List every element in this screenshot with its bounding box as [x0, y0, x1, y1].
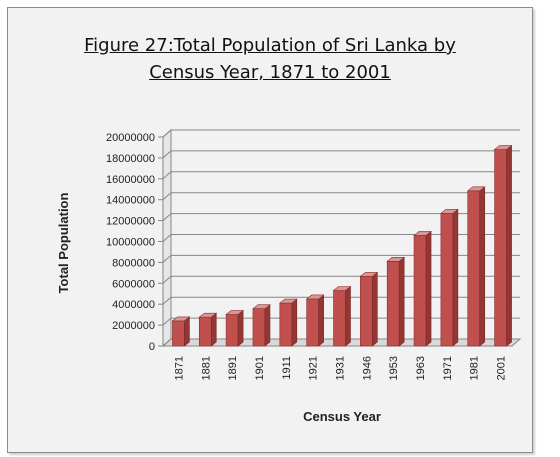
y-tick-label: 16000000: [106, 174, 155, 186]
chart-title-line-1: Figure 27:Total Population of Sri Lanka …: [84, 35, 456, 56]
bar-side: [372, 271, 378, 347]
x-axis-label: Census Year: [303, 409, 381, 424]
bar-top: [278, 298, 298, 304]
bar-side: [184, 316, 190, 347]
x-tick-label: 1953: [388, 356, 400, 380]
bar-front: [440, 213, 454, 347]
bar-front: [494, 149, 507, 347]
bar-front: [225, 314, 239, 347]
bar-front: [386, 261, 400, 347]
bar-front: [333, 290, 346, 347]
bar: [413, 230, 432, 347]
gridline: [162, 213, 520, 221]
bar-front: [198, 316, 212, 347]
bar-top: [493, 145, 513, 150]
y-tick-label: 12000000: [106, 216, 155, 228]
bar: [359, 271, 379, 347]
chart-title: Figure 27:Total Population of Sri Lanka …: [40, 32, 500, 86]
bar-top: [225, 310, 244, 315]
bar-front: [252, 308, 266, 347]
bar-top: [171, 316, 191, 322]
x-tick-label: 2001: [496, 356, 508, 380]
bar-front: [413, 235, 427, 347]
y-tick-label: 14000000: [106, 195, 155, 207]
y-tick-label: 18000000: [106, 153, 155, 165]
x-tick-label: 1901: [254, 356, 266, 380]
x-tick-label: 1931: [335, 356, 347, 380]
bar: [225, 309, 244, 347]
bar-side: [452, 208, 459, 347]
gridline: [162, 171, 520, 180]
bar-top: [252, 304, 271, 309]
bar-side: [425, 230, 432, 347]
bar: [305, 294, 325, 347]
bar-front: [172, 320, 185, 347]
bar: [278, 298, 298, 347]
x-tick-label: 1971: [442, 356, 454, 380]
bar: [252, 304, 271, 347]
y-tick-label: 2000000: [112, 320, 155, 332]
bar-top: [466, 186, 486, 192]
x-tick-label: 1881: [200, 356, 212, 380]
bar-top: [305, 294, 325, 300]
gridline: [162, 150, 520, 159]
y-tick-label: 20000000: [106, 132, 155, 144]
x-tick-labels: 1871 1881 1891 1901 1911 1921 1931 1946 1953 1963…: [173, 356, 507, 380]
bar-front: [306, 298, 319, 347]
bar-side: [318, 294, 324, 347]
x-tick-label: 1921: [308, 356, 320, 380]
gridline: [162, 129, 520, 138]
bar-top: [332, 286, 352, 291]
bar-side: [479, 186, 486, 347]
bar-top: [198, 312, 218, 318]
bar: [198, 312, 218, 347]
chart-title-line-2: Census Year, 1871 to 2001: [149, 62, 391, 83]
bar-top: [386, 257, 406, 262]
x-tick-label: 1911: [281, 356, 293, 380]
bar: [386, 256, 406, 347]
x-tick-label: 1891: [227, 356, 239, 380]
bar-front: [467, 190, 481, 347]
y-tick-labels: 0 2000000 4000000 6000000 8000000 10000000 120…: [106, 132, 155, 353]
x-tick-label: 1981: [469, 356, 481, 380]
bar-front: [279, 302, 293, 347]
bar-top: [440, 209, 459, 214]
bar-side: [210, 312, 217, 347]
bar: [171, 316, 191, 347]
gridline: [162, 234, 520, 242]
bars: [171, 144, 513, 347]
bar-side: [345, 285, 351, 347]
y-tick-label: 0: [149, 341, 155, 353]
bar: [466, 186, 486, 347]
y-tick-label: 4000000: [112, 299, 155, 311]
bar: [440, 208, 459, 347]
bar-side: [506, 144, 512, 347]
bar-top: [413, 231, 432, 236]
gridline: [162, 254, 520, 263]
bar-side: [237, 309, 244, 347]
y-tick-label: 6000000: [112, 278, 155, 290]
bar-side: [291, 298, 298, 347]
bar: [493, 144, 513, 347]
y-tick-label: 10000000: [106, 237, 155, 249]
x-tick-label: 1946: [361, 356, 373, 380]
bar-side: [264, 304, 271, 347]
x-tick-label: 1871: [173, 356, 185, 380]
bar: [332, 285, 352, 347]
bar-front: [360, 276, 373, 347]
x-tick-label: 1963: [415, 356, 427, 380]
gridline: [162, 192, 520, 201]
y-axis-label: Total Population: [56, 193, 71, 294]
bar-side: [398, 256, 405, 347]
bar-top: [359, 272, 379, 277]
y-tick-label: 8000000: [112, 257, 155, 269]
